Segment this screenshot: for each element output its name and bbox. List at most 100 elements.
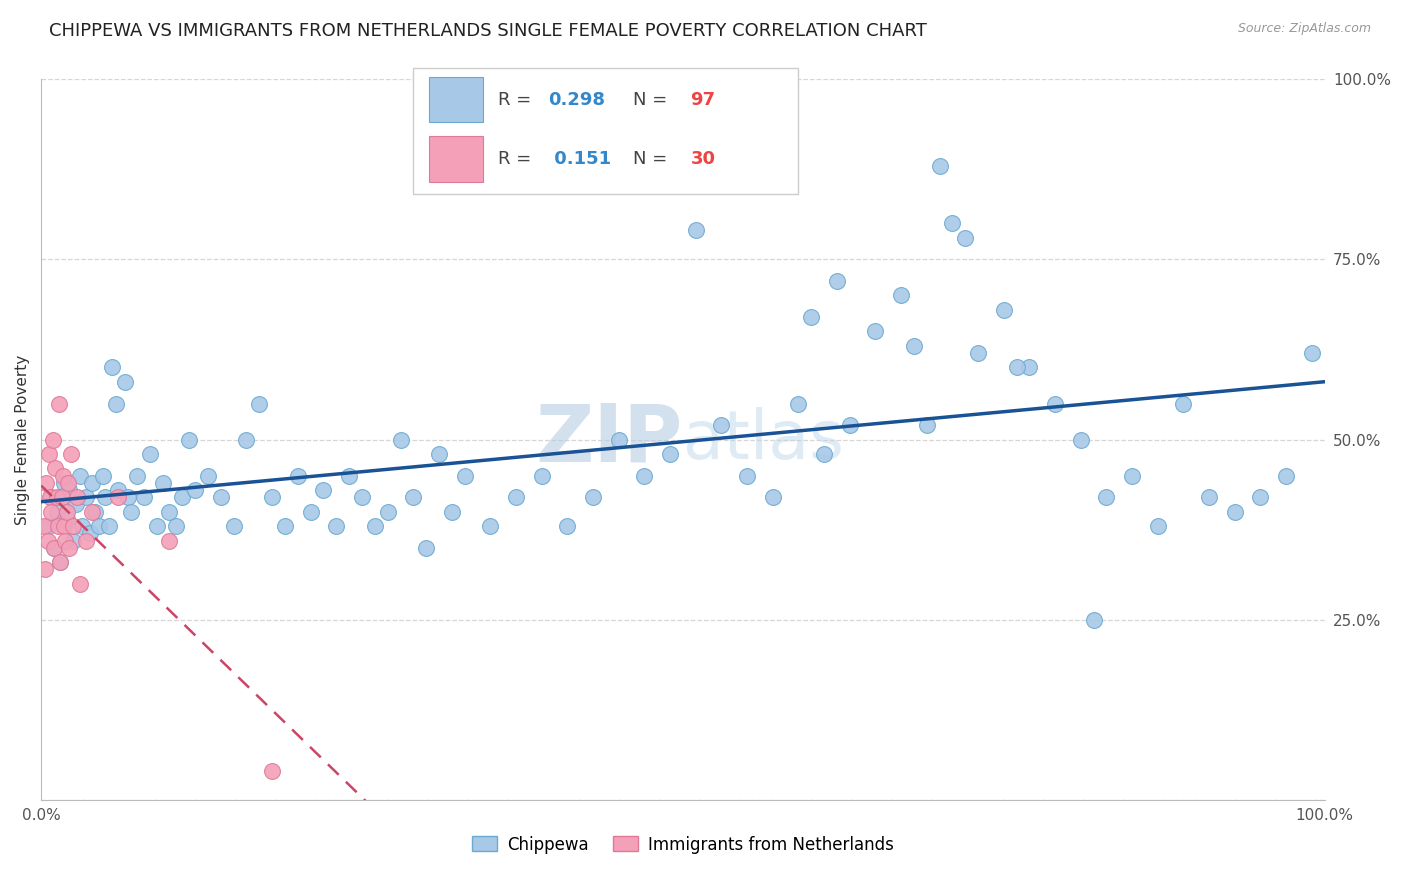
Point xyxy=(312,483,335,497)
Point xyxy=(1223,505,1246,519)
Point xyxy=(82,505,104,519)
Point xyxy=(114,375,136,389)
Point xyxy=(1121,468,1143,483)
Point xyxy=(1095,490,1118,504)
Point xyxy=(582,490,605,504)
Point xyxy=(69,576,91,591)
Point xyxy=(1005,360,1028,375)
Point xyxy=(37,533,59,548)
Point xyxy=(1275,468,1298,483)
Point xyxy=(325,519,347,533)
Point xyxy=(1043,396,1066,410)
Point xyxy=(41,490,63,504)
Point xyxy=(59,447,82,461)
Point xyxy=(762,490,785,504)
Point xyxy=(1070,433,1092,447)
Point xyxy=(299,505,322,519)
Point xyxy=(62,533,84,548)
Point xyxy=(890,288,912,302)
Point xyxy=(710,418,733,433)
Point xyxy=(350,490,373,504)
Point xyxy=(262,490,284,504)
Point xyxy=(32,519,55,533)
Point xyxy=(49,555,72,569)
Point xyxy=(53,475,76,490)
Point xyxy=(337,468,360,483)
Point xyxy=(967,346,990,360)
Point xyxy=(915,418,938,433)
Point xyxy=(454,468,477,483)
Point xyxy=(145,519,167,533)
Point xyxy=(274,519,297,533)
Point xyxy=(659,447,682,461)
Point xyxy=(928,159,950,173)
Point xyxy=(427,447,450,461)
Point xyxy=(84,505,107,519)
Point xyxy=(41,505,63,519)
Point xyxy=(58,541,80,555)
Point xyxy=(209,490,232,504)
Point xyxy=(35,475,58,490)
Point xyxy=(787,396,810,410)
Point xyxy=(479,519,502,533)
Point xyxy=(177,433,200,447)
Text: ZIP: ZIP xyxy=(536,401,683,479)
Point xyxy=(813,447,835,461)
Point xyxy=(38,447,60,461)
Point xyxy=(557,519,579,533)
Point xyxy=(633,468,655,483)
Point xyxy=(120,505,142,519)
Point xyxy=(235,433,257,447)
Point xyxy=(159,505,181,519)
Point xyxy=(1173,396,1195,410)
Point xyxy=(247,396,270,410)
Point xyxy=(132,490,155,504)
Point xyxy=(1301,346,1323,360)
Point xyxy=(46,519,69,533)
Point xyxy=(838,418,860,433)
Text: R =: R = xyxy=(498,91,537,109)
Point xyxy=(56,475,79,490)
Point xyxy=(415,541,437,555)
Point xyxy=(51,490,73,504)
Point xyxy=(52,468,75,483)
Point xyxy=(98,519,121,533)
Point xyxy=(735,468,758,483)
Point xyxy=(165,519,187,533)
Point xyxy=(69,468,91,483)
Point xyxy=(364,519,387,533)
Point xyxy=(82,475,104,490)
Point xyxy=(377,505,399,519)
Point xyxy=(1018,360,1040,375)
Point xyxy=(37,519,59,533)
Y-axis label: Single Female Poverty: Single Female Poverty xyxy=(15,354,30,524)
Point xyxy=(65,498,87,512)
Point xyxy=(505,490,527,504)
Point xyxy=(58,483,80,497)
Point xyxy=(75,490,97,504)
Point xyxy=(55,512,77,526)
Point xyxy=(262,764,284,779)
Point xyxy=(530,468,553,483)
Text: N =: N = xyxy=(633,150,673,168)
Point xyxy=(48,396,70,410)
Point xyxy=(1250,490,1272,504)
Point xyxy=(104,396,127,410)
Text: R =: R = xyxy=(498,150,537,168)
Point xyxy=(941,216,963,230)
Point xyxy=(34,562,56,576)
Point xyxy=(800,310,823,324)
Point xyxy=(55,533,77,548)
Point xyxy=(127,468,149,483)
Point xyxy=(903,339,925,353)
Point xyxy=(66,490,89,504)
Point xyxy=(94,490,117,504)
Point xyxy=(39,490,62,504)
Point xyxy=(172,490,194,504)
Point xyxy=(79,526,101,541)
Text: atlas: atlas xyxy=(683,407,844,473)
Text: 0.151: 0.151 xyxy=(548,150,612,168)
Point xyxy=(75,533,97,548)
Point xyxy=(117,490,139,504)
Point xyxy=(159,533,181,548)
